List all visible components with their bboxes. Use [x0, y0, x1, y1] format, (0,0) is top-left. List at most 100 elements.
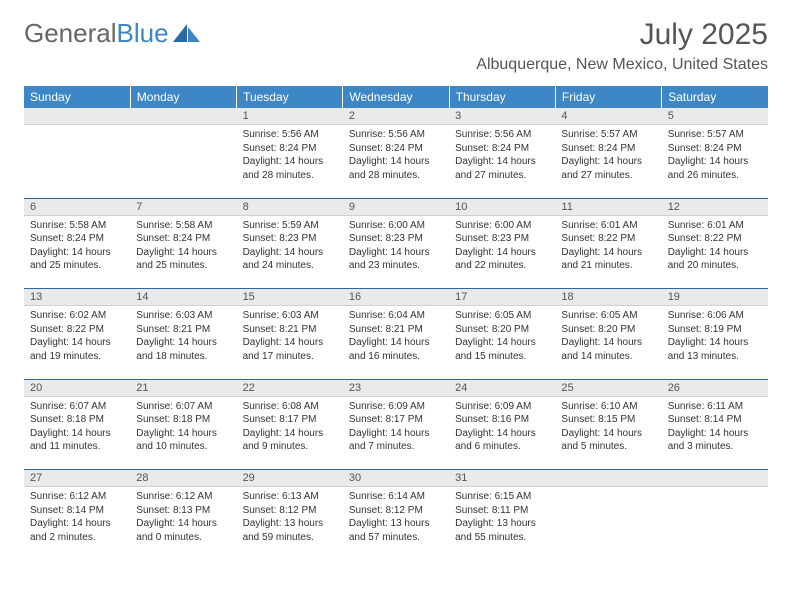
daylight-line: Daylight: 13 hours and 55 minutes. — [455, 517, 549, 544]
sunset-line: Sunset: 8:13 PM — [136, 504, 230, 518]
sunset-line: Sunset: 8:24 PM — [668, 142, 762, 156]
day-number: 8 — [237, 199, 343, 216]
sunset-line: Sunset: 8:24 PM — [455, 142, 549, 156]
sunrise-line: Sunrise: 5:56 AM — [455, 128, 549, 142]
daylight-line: Daylight: 14 hours and 20 minutes. — [668, 246, 762, 273]
empty-cell — [555, 470, 661, 560]
week-row: 6Sunrise: 5:58 AMSunset: 8:24 PMDaylight… — [24, 199, 768, 289]
weekday-header: Friday — [555, 86, 661, 108]
day-number: 12 — [662, 199, 768, 216]
sunrise-line: Sunrise: 6:01 AM — [668, 219, 762, 233]
day-content: Sunrise: 6:09 AMSunset: 8:17 PMDaylight:… — [343, 397, 449, 456]
day-number: 27 — [24, 470, 130, 487]
day-number: 26 — [662, 380, 768, 397]
day-content: Sunrise: 5:57 AMSunset: 8:24 PMDaylight:… — [662, 125, 768, 184]
empty-cell — [130, 108, 236, 198]
page-header: GeneralBlue July 2025 Albuquerque, New M… — [0, 0, 792, 86]
day-cell: 6Sunrise: 5:58 AMSunset: 8:24 PMDaylight… — [24, 199, 130, 289]
day-content: Sunrise: 6:12 AMSunset: 8:13 PMDaylight:… — [130, 487, 236, 546]
day-cell: 7Sunrise: 5:58 AMSunset: 8:24 PMDaylight… — [130, 199, 236, 289]
day-content: Sunrise: 6:11 AMSunset: 8:14 PMDaylight:… — [662, 397, 768, 456]
day-content: Sunrise: 6:06 AMSunset: 8:19 PMDaylight:… — [662, 306, 768, 365]
day-number: 18 — [555, 289, 661, 306]
sunrise-line: Sunrise: 6:11 AM — [668, 400, 762, 414]
day-number-empty — [130, 108, 236, 125]
sunset-line: Sunset: 8:17 PM — [243, 413, 337, 427]
daylight-line: Daylight: 14 hours and 25 minutes. — [30, 246, 124, 273]
daylight-line: Daylight: 14 hours and 22 minutes. — [455, 246, 549, 273]
sunset-line: Sunset: 8:14 PM — [30, 504, 124, 518]
day-cell: 5Sunrise: 5:57 AMSunset: 8:24 PMDaylight… — [662, 108, 768, 198]
day-cell: 23Sunrise: 6:09 AMSunset: 8:17 PMDayligh… — [343, 380, 449, 470]
sunset-line: Sunset: 8:23 PM — [455, 232, 549, 246]
sunrise-line: Sunrise: 5:57 AM — [668, 128, 762, 142]
day-cell: 28Sunrise: 6:12 AMSunset: 8:13 PMDayligh… — [130, 470, 236, 560]
day-number: 16 — [343, 289, 449, 306]
day-cell: 18Sunrise: 6:05 AMSunset: 8:20 PMDayligh… — [555, 289, 661, 379]
sunrise-line: Sunrise: 6:14 AM — [349, 490, 443, 504]
day-content: Sunrise: 5:56 AMSunset: 8:24 PMDaylight:… — [237, 125, 343, 184]
day-number: 29 — [237, 470, 343, 487]
day-number: 30 — [343, 470, 449, 487]
calendar-table: SundayMondayTuesdayWednesdayThursdayFrid… — [24, 86, 768, 560]
day-number-empty — [662, 470, 768, 487]
day-cell: 25Sunrise: 6:10 AMSunset: 8:15 PMDayligh… — [555, 380, 661, 470]
day-content: Sunrise: 5:56 AMSunset: 8:24 PMDaylight:… — [343, 125, 449, 184]
weekday-header-row: SundayMondayTuesdayWednesdayThursdayFrid… — [24, 86, 768, 108]
sunrise-line: Sunrise: 6:04 AM — [349, 309, 443, 323]
sunset-line: Sunset: 8:24 PM — [243, 142, 337, 156]
day-cell: 16Sunrise: 6:04 AMSunset: 8:21 PMDayligh… — [343, 289, 449, 379]
sunset-line: Sunset: 8:14 PM — [668, 413, 762, 427]
day-content: Sunrise: 6:13 AMSunset: 8:12 PMDaylight:… — [237, 487, 343, 546]
day-number-empty — [555, 470, 661, 487]
daylight-line: Daylight: 14 hours and 19 minutes. — [30, 336, 124, 363]
day-number: 31 — [449, 470, 555, 487]
sunset-line: Sunset: 8:19 PM — [668, 323, 762, 337]
day-number: 28 — [130, 470, 236, 487]
day-cell: 29Sunrise: 6:13 AMSunset: 8:12 PMDayligh… — [237, 470, 343, 560]
sunrise-line: Sunrise: 6:02 AM — [30, 309, 124, 323]
daylight-line: Daylight: 14 hours and 14 minutes. — [561, 336, 655, 363]
day-content: Sunrise: 6:08 AMSunset: 8:17 PMDaylight:… — [237, 397, 343, 456]
day-cell: 14Sunrise: 6:03 AMSunset: 8:21 PMDayligh… — [130, 289, 236, 379]
daylight-line: Daylight: 14 hours and 18 minutes. — [136, 336, 230, 363]
sunset-line: Sunset: 8:15 PM — [561, 413, 655, 427]
day-content: Sunrise: 6:12 AMSunset: 8:14 PMDaylight:… — [24, 487, 130, 546]
day-number: 7 — [130, 199, 236, 216]
title-block: July 2025 Albuquerque, New Mexico, Unite… — [476, 18, 768, 80]
daylight-line: Daylight: 14 hours and 13 minutes. — [668, 336, 762, 363]
sunset-line: Sunset: 8:21 PM — [349, 323, 443, 337]
daylight-line: Daylight: 14 hours and 27 minutes. — [561, 155, 655, 182]
day-content: Sunrise: 5:59 AMSunset: 8:23 PMDaylight:… — [237, 216, 343, 275]
daylight-line: Daylight: 14 hours and 21 minutes. — [561, 246, 655, 273]
sunrise-line: Sunrise: 6:12 AM — [30, 490, 124, 504]
sunrise-line: Sunrise: 6:00 AM — [455, 219, 549, 233]
day-content: Sunrise: 5:57 AMSunset: 8:24 PMDaylight:… — [555, 125, 661, 184]
day-number: 6 — [24, 199, 130, 216]
day-content: Sunrise: 5:58 AMSunset: 8:24 PMDaylight:… — [130, 216, 236, 275]
day-cell: 4Sunrise: 5:57 AMSunset: 8:24 PMDaylight… — [555, 108, 661, 198]
day-content: Sunrise: 6:04 AMSunset: 8:21 PMDaylight:… — [343, 306, 449, 365]
daylight-line: Daylight: 14 hours and 24 minutes. — [243, 246, 337, 273]
sunrise-line: Sunrise: 5:56 AM — [243, 128, 337, 142]
day-number: 13 — [24, 289, 130, 306]
day-number: 19 — [662, 289, 768, 306]
day-cell: 9Sunrise: 6:00 AMSunset: 8:23 PMDaylight… — [343, 199, 449, 289]
day-content: Sunrise: 6:00 AMSunset: 8:23 PMDaylight:… — [343, 216, 449, 275]
daylight-line: Daylight: 14 hours and 0 minutes. — [136, 517, 230, 544]
sunset-line: Sunset: 8:20 PM — [561, 323, 655, 337]
week-row: 27Sunrise: 6:12 AMSunset: 8:14 PMDayligh… — [24, 470, 768, 560]
sunset-line: Sunset: 8:12 PM — [243, 504, 337, 518]
sunrise-line: Sunrise: 6:03 AM — [136, 309, 230, 323]
weekday-header: Sunday — [24, 86, 130, 108]
weekday-header: Wednesday — [343, 86, 449, 108]
logo-text-blue: Blue — [117, 18, 169, 49]
day-content: Sunrise: 6:07 AMSunset: 8:18 PMDaylight:… — [24, 397, 130, 456]
daylight-line: Daylight: 14 hours and 9 minutes. — [243, 427, 337, 454]
sunset-line: Sunset: 8:18 PM — [136, 413, 230, 427]
day-cell: 15Sunrise: 6:03 AMSunset: 8:21 PMDayligh… — [237, 289, 343, 379]
logo-text-general: General — [24, 18, 117, 49]
day-cell: 19Sunrise: 6:06 AMSunset: 8:19 PMDayligh… — [662, 289, 768, 379]
sunset-line: Sunset: 8:24 PM — [349, 142, 443, 156]
day-number: 11 — [555, 199, 661, 216]
